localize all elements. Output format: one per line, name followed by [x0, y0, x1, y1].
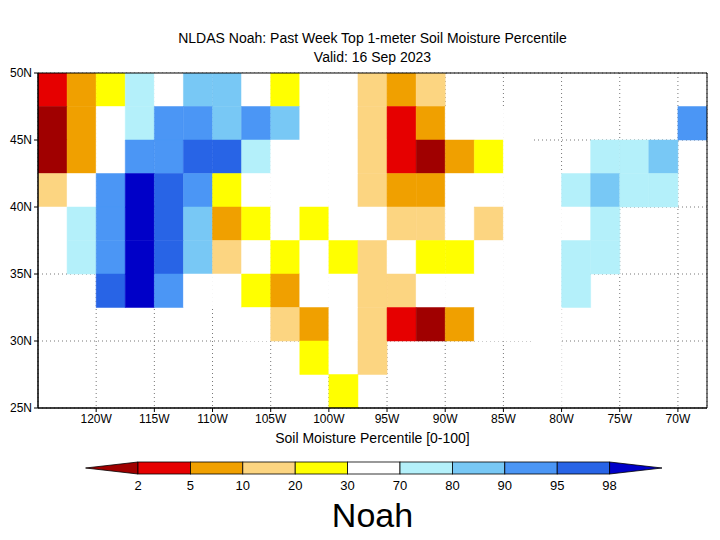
svg-text:2: 2 — [134, 478, 141, 493]
svg-text:85W: 85W — [491, 412, 516, 426]
svg-text:10: 10 — [236, 478, 250, 493]
html-text:Noah: Noah — [331, 496, 414, 534]
svg-text:50N: 50N — [10, 66, 32, 80]
svg-text:70: 70 — [393, 478, 407, 493]
svg-text:120W: 120W — [80, 412, 112, 426]
svg-text:110W: 110W — [197, 412, 228, 426]
svg-text:5: 5 — [187, 478, 194, 493]
svg-text:100W: 100W — [313, 412, 345, 426]
svg-text:30: 30 — [340, 478, 354, 493]
html-text:NLDAS Noah: Past Week Top 1-me: NLDAS Noah: Past Week Top 1-meter Soil M… — [178, 30, 567, 46]
svg-text:95W: 95W — [375, 412, 400, 426]
svg-text:80: 80 — [445, 478, 459, 493]
svg-text:45N: 45N — [10, 133, 32, 147]
svg-text:20: 20 — [288, 478, 302, 493]
svg-text:98: 98 — [602, 478, 616, 493]
svg-text:40N: 40N — [10, 200, 32, 214]
svg-text:90W: 90W — [433, 412, 458, 426]
svg-text:75W: 75W — [607, 412, 632, 426]
svg-text:90: 90 — [498, 478, 512, 493]
html-text:Soil Moisture Percentile [0-10: Soil Moisture Percentile [0-100] — [275, 430, 470, 446]
svg-text:25N: 25N — [10, 401, 32, 415]
html-text:Valid: 16 Sep 2023: Valid: 16 Sep 2023 — [313, 49, 432, 65]
svg-text:80W: 80W — [549, 412, 574, 426]
svg-text:30N: 30N — [10, 334, 32, 348]
svg-text:105W: 105W — [255, 412, 287, 426]
svg-text:35N: 35N — [10, 267, 32, 281]
svg-text:115W: 115W — [139, 412, 170, 426]
svg-text:95: 95 — [550, 478, 564, 493]
svg-text:70W: 70W — [666, 412, 691, 426]
